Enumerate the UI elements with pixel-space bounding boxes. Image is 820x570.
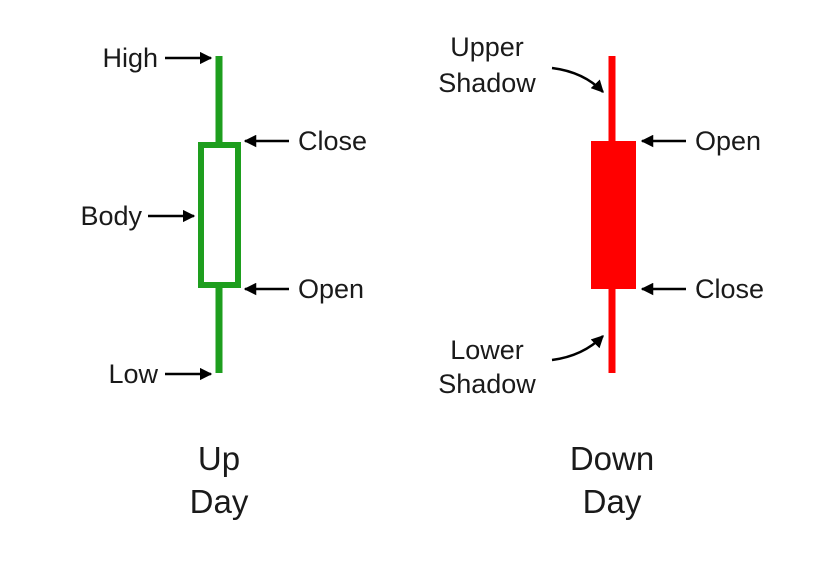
down-candle <box>591 56 636 373</box>
up-candle <box>198 56 241 373</box>
label-open-up: Open <box>298 274 364 304</box>
caption-up-line2: Day <box>190 483 249 520</box>
label-lower-shadow-line1: Lower <box>450 335 524 365</box>
label-open-down: Open <box>695 126 761 156</box>
arrow-upper-shadow <box>551 66 604 93</box>
arrow-lower-shadow <box>551 335 604 362</box>
up-candle-annotations: High Close Body Open Low <box>80 43 367 389</box>
caption-down-line2: Day <box>583 483 642 520</box>
label-low: Low <box>108 359 158 389</box>
down-candle-annotations: Upper Shadow Open Close Lower Shadow <box>438 32 764 399</box>
label-high: High <box>102 43 158 73</box>
label-lower-shadow-line2: Shadow <box>438 369 536 399</box>
up-candle-body <box>198 142 241 288</box>
label-body: Body <box>80 201 142 231</box>
caption-up-line1: Up <box>198 440 240 477</box>
label-close-up: Close <box>298 126 367 156</box>
caption-down-line1: Down <box>570 440 654 477</box>
label-close-down: Close <box>695 274 764 304</box>
label-upper-shadow-line2: Shadow <box>438 68 536 98</box>
down-candle-body <box>591 141 636 289</box>
label-upper-shadow-line1: Upper <box>450 32 524 62</box>
